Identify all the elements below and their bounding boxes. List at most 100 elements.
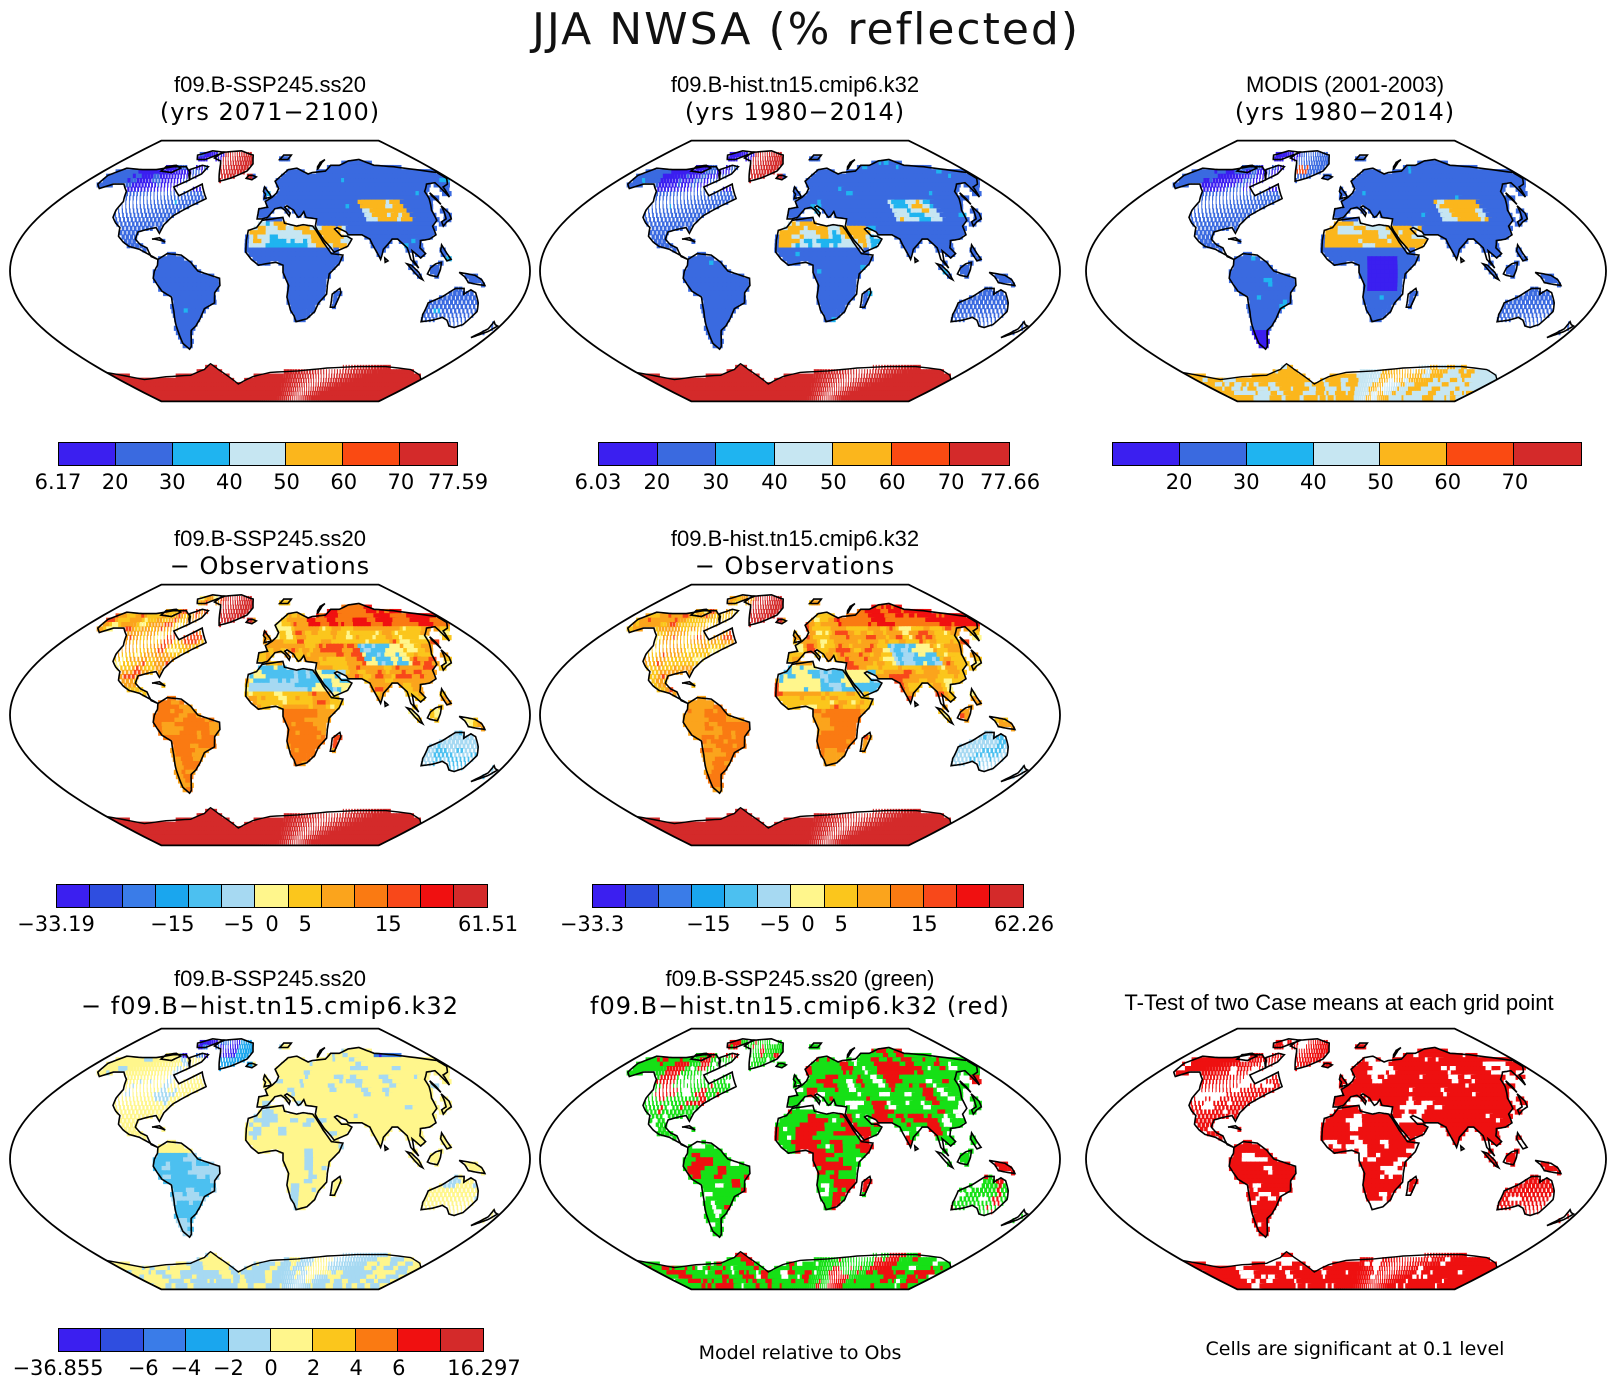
colorbar-tick-label: 6.17: [35, 470, 82, 494]
coastline-gbritain: [1338, 185, 1349, 200]
coastline-australia: [950, 731, 1010, 773]
coastline-iceland: [244, 1062, 258, 1069]
figure-title: JJA NWSA (% reflected): [0, 4, 1612, 55]
coastline-philippines: [1515, 242, 1529, 262]
coastline-sumatra: [404, 1150, 425, 1170]
coastline-africa: [774, 660, 875, 767]
colorbar-tick-label: 16.297: [447, 1356, 520, 1380]
coastline-ellesmere: [1272, 1037, 1301, 1049]
colorbar-tick-label: 77.59: [428, 470, 488, 494]
coastline-africa: [1320, 1104, 1421, 1211]
colorbar-box: [354, 885, 388, 907]
coastline-sakhalin: [428, 1080, 442, 1093]
colorbar-box: [288, 885, 322, 907]
colorbar-tick-label: −5: [759, 912, 790, 936]
coastline-sumatra: [934, 706, 955, 726]
colorbar-tick-label: −33.19: [17, 912, 95, 936]
colorbar-box: [725, 885, 759, 907]
colorbar-tick-label: 30: [702, 470, 729, 494]
coastline-victoria: [1235, 1052, 1259, 1062]
coastline-iceland: [774, 174, 788, 181]
coastline-srilanka: [913, 700, 920, 708]
colorbar-box: [923, 885, 957, 907]
colorbar-box: [57, 885, 91, 907]
colorbar-box: [593, 885, 627, 907]
colorbar-box: [1113, 443, 1180, 465]
coastline-sakhalin: [428, 636, 442, 649]
colorbar-box: [172, 443, 230, 465]
coastline-baffin: [1264, 164, 1286, 181]
coastline-sakhalin: [958, 192, 972, 205]
colorbar-box: [59, 443, 116, 465]
coastline-baffin: [1264, 1052, 1286, 1069]
colorbar-box: [956, 885, 990, 907]
coastline-philippines: [439, 1130, 453, 1150]
coastline-victoria: [689, 164, 713, 174]
coastline-africa: [244, 1104, 345, 1211]
coastline-novaya: [1392, 158, 1402, 171]
coastline-cuba: [681, 236, 696, 243]
map-outline: [9, 583, 531, 847]
colorbar-box: [774, 443, 834, 465]
coastline-baffin: [188, 608, 210, 625]
map-panel-8: [1085, 1027, 1607, 1291]
coastline-australia: [420, 1175, 480, 1217]
coastline-cuba: [151, 680, 166, 687]
coastlines: [1172, 149, 1576, 402]
panel-title-8: T-Test of two Case means at each grid po…: [1066, 990, 1612, 1016]
coastline-samerica: [152, 696, 221, 795]
coastline-sumatra: [934, 262, 955, 282]
panel-title-1-line2: (yrs 2071−2100): [10, 98, 530, 126]
colorbar-box: [189, 885, 223, 907]
coastline-europeasia: [256, 602, 451, 713]
colorbar-tick-label: 6: [392, 1356, 405, 1380]
map-panel-6: [9, 1027, 531, 1291]
coastline-novaya: [316, 602, 326, 615]
coastline-baffin: [718, 1052, 740, 1069]
colorbar-box: [1179, 443, 1247, 465]
colorbar-box: [255, 885, 289, 907]
coastline-newguinea: [1534, 1159, 1563, 1175]
colorbar-box: [355, 1329, 399, 1351]
colorbar-boxes: [592, 884, 1024, 908]
coastline-newguinea: [458, 271, 487, 287]
panel-title-3: MODIS (2001-2003) (yrs 1980−2014): [1080, 72, 1610, 126]
colorbar-box: [186, 1329, 229, 1351]
coastline-newguinea: [988, 271, 1017, 287]
coastline-samerica: [682, 1140, 751, 1239]
coastline-newguinea: [988, 1159, 1017, 1175]
colorbar-tick-label: 2: [307, 1356, 320, 1380]
panel-title-6-line2: − f09.B−hist.tn15.cmip6.k32: [10, 992, 530, 1020]
note-significance: Cells are significant at 0.1 level: [1100, 1338, 1610, 1360]
colorbar-tick-label: 50: [820, 470, 847, 494]
panel-title-4-line2: − Observations: [10, 552, 530, 580]
colorbar-boxes: [598, 442, 1010, 466]
coastline-sumatra: [1480, 1150, 1501, 1170]
coastline-europeasia: [786, 1046, 981, 1157]
coastline-madagascar: [1405, 287, 1418, 308]
map-outline: [539, 139, 1061, 403]
coastline-newzealand: [1546, 320, 1576, 339]
colorbar-boxes: [58, 442, 458, 466]
colorbar-tick-label: 30: [159, 470, 186, 494]
coastline-sumatra: [934, 1150, 955, 1170]
coastline-novaya: [1392, 1046, 1402, 1059]
colorbar-tick-label: 20: [1166, 470, 1193, 494]
colorbar-box: [59, 1329, 102, 1351]
coastline-japan: [970, 649, 983, 672]
coastline-srilanka: [1459, 1144, 1466, 1152]
colorbar-tick-label: −36.855: [12, 1356, 103, 1380]
coastline-ellesmere: [196, 149, 225, 161]
coastline-iceland: [1320, 1062, 1334, 1069]
coastline-europeasia: [1332, 1046, 1527, 1157]
colorbar-tick-label: 40: [216, 470, 243, 494]
coastline-newzealand: [470, 764, 500, 783]
colorbar-tick-label: 60: [330, 470, 357, 494]
coastline-svalbard: [807, 598, 823, 605]
coastline-europeasia: [256, 158, 451, 269]
colorbar-tick-label: 20: [102, 470, 129, 494]
coastline-baffin: [718, 164, 740, 181]
coastline-srilanka: [383, 700, 390, 708]
coastline-iceland: [244, 618, 258, 625]
coastline-gbritain: [1338, 1073, 1349, 1088]
